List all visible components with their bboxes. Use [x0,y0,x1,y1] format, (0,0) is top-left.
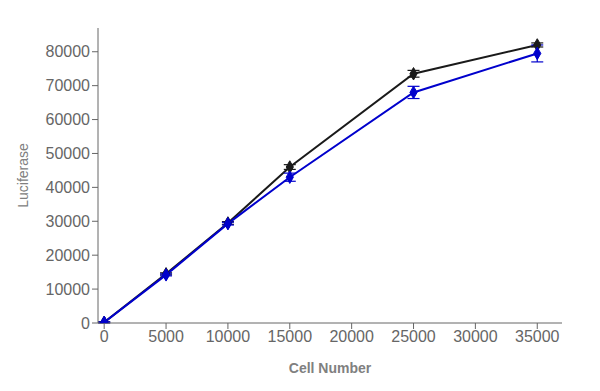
svg-text:30000: 30000 [453,328,498,345]
svg-text:15000: 15000 [268,328,313,345]
svg-text:30000: 30000 [46,213,91,230]
svg-text:5000: 5000 [148,328,184,345]
svg-text:25000: 25000 [391,328,436,345]
svg-text:20000: 20000 [329,328,374,345]
svg-text:10000: 10000 [46,281,91,298]
svg-text:70000: 70000 [46,77,91,94]
svg-text:0: 0 [81,315,90,332]
svg-text:35000: 35000 [515,328,560,345]
svg-text:60000: 60000 [46,111,91,128]
svg-text:Luciferase: Luciferase [15,143,31,208]
svg-text:10000: 10000 [206,328,251,345]
svg-text:40000: 40000 [46,179,91,196]
svg-text:Cell Number: Cell Number [289,360,372,376]
svg-text:50000: 50000 [46,145,91,162]
svg-text:20000: 20000 [46,247,91,264]
svg-text:0: 0 [100,328,109,345]
svg-text:80000: 80000 [46,43,91,60]
